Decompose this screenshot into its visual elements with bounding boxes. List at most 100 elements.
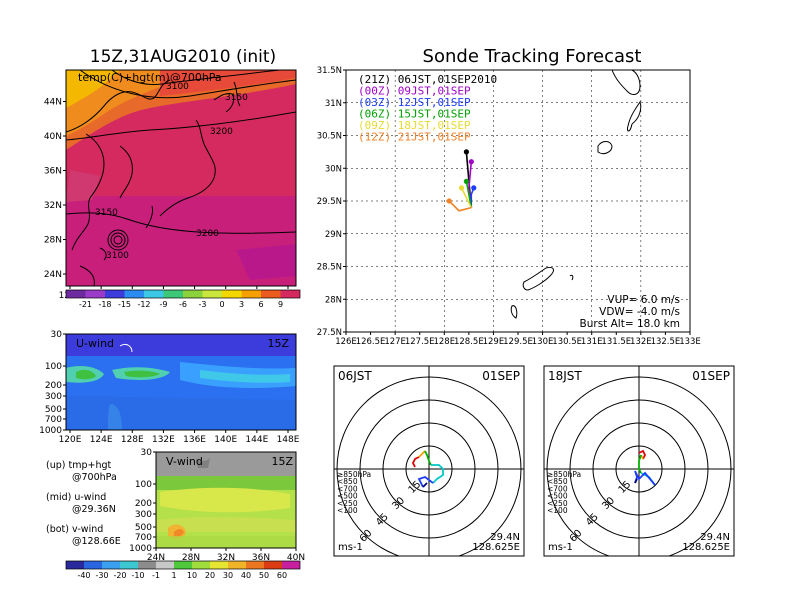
colorbar-swatch — [183, 290, 203, 298]
v-wind-y-tick-label: 30 — [141, 448, 153, 458]
colorbar-label: 9 — [278, 300, 283, 309]
track-y-tick-label: 30N — [325, 164, 342, 174]
track-x-tick-label: 126E — [335, 337, 357, 347]
pressure-legend-entry: <250 — [547, 499, 568, 508]
note-mid: (mid) u-wind — [46, 492, 106, 503]
colorbar-swatch — [264, 561, 282, 569]
colorbar-swatch — [163, 290, 183, 298]
colorbar-swatch — [192, 561, 210, 569]
u-wind-y-tick-label: 500 — [45, 405, 62, 415]
note-bot-sub: @128.66E — [72, 536, 121, 547]
colorbar-swatch — [84, 561, 102, 569]
track-x-tick-label: 130.5E — [552, 337, 582, 347]
side-notes: (up) tmp+hgt @700hPa (mid) u-wind @29.36… — [46, 460, 121, 547]
colorbar-swatch — [102, 561, 120, 569]
colorbar-label: -10 — [131, 571, 144, 580]
track-x-tick-label: 129.5E — [503, 337, 533, 347]
track-series — [446, 149, 477, 212]
colorbar-label: -1 — [152, 571, 160, 580]
track-y-tick-label: 30.5N — [317, 132, 342, 142]
colorbar-label: 30 — [223, 571, 233, 580]
temp-colorbar: -21 -18 -15 -12 -9 -6 -3 0 3 6 9 — [65, 289, 301, 309]
pressure-legend-entry: ≥850hPa — [337, 470, 371, 479]
u-wind-x-tick-label: 120E — [59, 435, 82, 445]
v-wind-y-tick-label: 100 — [135, 480, 152, 490]
track-x-tick-label: 127.5E — [405, 337, 435, 347]
hodograph-time: 18JST — [548, 369, 582, 383]
track-title: Sonde Tracking Forecast — [423, 46, 642, 67]
unit-label: ms-1 — [548, 542, 573, 553]
track-x-tick-label: 133E — [679, 337, 701, 347]
colorbar-swatch — [280, 290, 300, 298]
pressure-legend-entry: <500 — [547, 492, 568, 501]
colorbar-label: 40 — [241, 571, 251, 580]
track-x-tick-label: 130E — [532, 337, 554, 347]
track-x-tick-label: 131.5E — [601, 337, 631, 347]
colorbar-swatch — [261, 290, 281, 298]
legend-entry: (12Z) 21JST,01SEP — [358, 131, 471, 144]
colorbar-swatch — [156, 561, 174, 569]
track-x-tick-label: 127E — [384, 337, 406, 347]
hodograph-segment — [411, 456, 420, 468]
track-y-tick-label: 31N — [325, 99, 342, 109]
track-endpoint — [446, 198, 452, 204]
v-wind-y-tick-label: 1000 — [129, 544, 152, 554]
hodograph-profile — [411, 450, 444, 488]
colorbar-label: 6 — [258, 300, 263, 309]
map-frame — [65, 69, 297, 287]
u-wind-y-tick-label: 1000 — [39, 426, 62, 436]
colorbar-label: 1 — [171, 571, 176, 580]
location-lat: 29.4N — [490, 532, 520, 543]
u-wind-y-tick-label: 700 — [45, 415, 62, 425]
colorbar-swatch — [241, 290, 261, 298]
track-coastlines — [510, 70, 642, 319]
track-endpoint — [471, 185, 477, 191]
colorbar-label: -12 — [137, 300, 150, 309]
colorbar-swatch — [138, 561, 156, 569]
track-line — [460, 187, 473, 208]
colorbar-frame — [65, 560, 301, 570]
track-x-tick-label: 129E — [483, 337, 505, 347]
track-x-axis: 126E126.5E127E127.5E128E128.5E129E129.5E… — [335, 332, 701, 347]
u-wind-y-tick-label: 30 — [51, 330, 63, 340]
colorbar-label: -30 — [95, 571, 108, 580]
temp-hgt-map-panel: 15Z,31AUG2010 (init) — [44, 47, 301, 309]
colorbar-label: 20 — [205, 571, 215, 580]
track-line — [465, 181, 473, 208]
hodograph-segment — [634, 478, 638, 484]
colorbar-frame — [65, 289, 301, 299]
colorbar-swatch — [202, 290, 222, 298]
u-wind-x-tick-label: 140E — [214, 435, 237, 445]
hodograph-segment — [638, 454, 642, 474]
pressure-legend-entry: <100 — [337, 506, 358, 515]
pressure-legend-entry: <700 — [547, 484, 568, 493]
track-x-tick-label: 126.5E — [356, 337, 386, 347]
pressure-legend-entry: <700 — [337, 484, 358, 493]
u-wind-x-tick-label: 132E — [152, 435, 175, 445]
map-y-tick-label: 36N — [44, 167, 62, 177]
colorbar-swatch — [85, 290, 105, 298]
colorbar-label: 0 — [219, 300, 224, 309]
track-x-tick-label: 132.5E — [651, 337, 681, 347]
track-x-tick-label: 132E — [630, 337, 652, 347]
u-wind-x-tick-label: 124E — [90, 435, 113, 445]
pressure-legend-entry: ≥850hPa — [547, 470, 581, 479]
track-x-tick-label: 128E — [433, 337, 455, 347]
location-lon: 128.625E — [472, 542, 520, 553]
note-mid-sub: @29.36N — [72, 504, 116, 515]
track-endpoint — [463, 178, 469, 184]
legend-entry: (00Z) 09JST,01SEP — [358, 85, 471, 98]
track-y-tick-label: 28N — [325, 295, 342, 305]
hodograph-time: 06JST — [338, 369, 372, 383]
track-endpoint — [458, 185, 465, 191]
colorbar-swatch — [228, 561, 246, 569]
hodograph-segment — [431, 464, 444, 484]
colorbar-label: 10 — [187, 571, 197, 580]
colorbar-label: -21 — [79, 300, 92, 309]
v-wind-x-tick-label: 36N — [252, 553, 270, 563]
map-variable-label: temp(C)+hgt(m)@700hPa — [78, 71, 222, 84]
v-wind-x-tick-label: 40N — [287, 553, 305, 563]
